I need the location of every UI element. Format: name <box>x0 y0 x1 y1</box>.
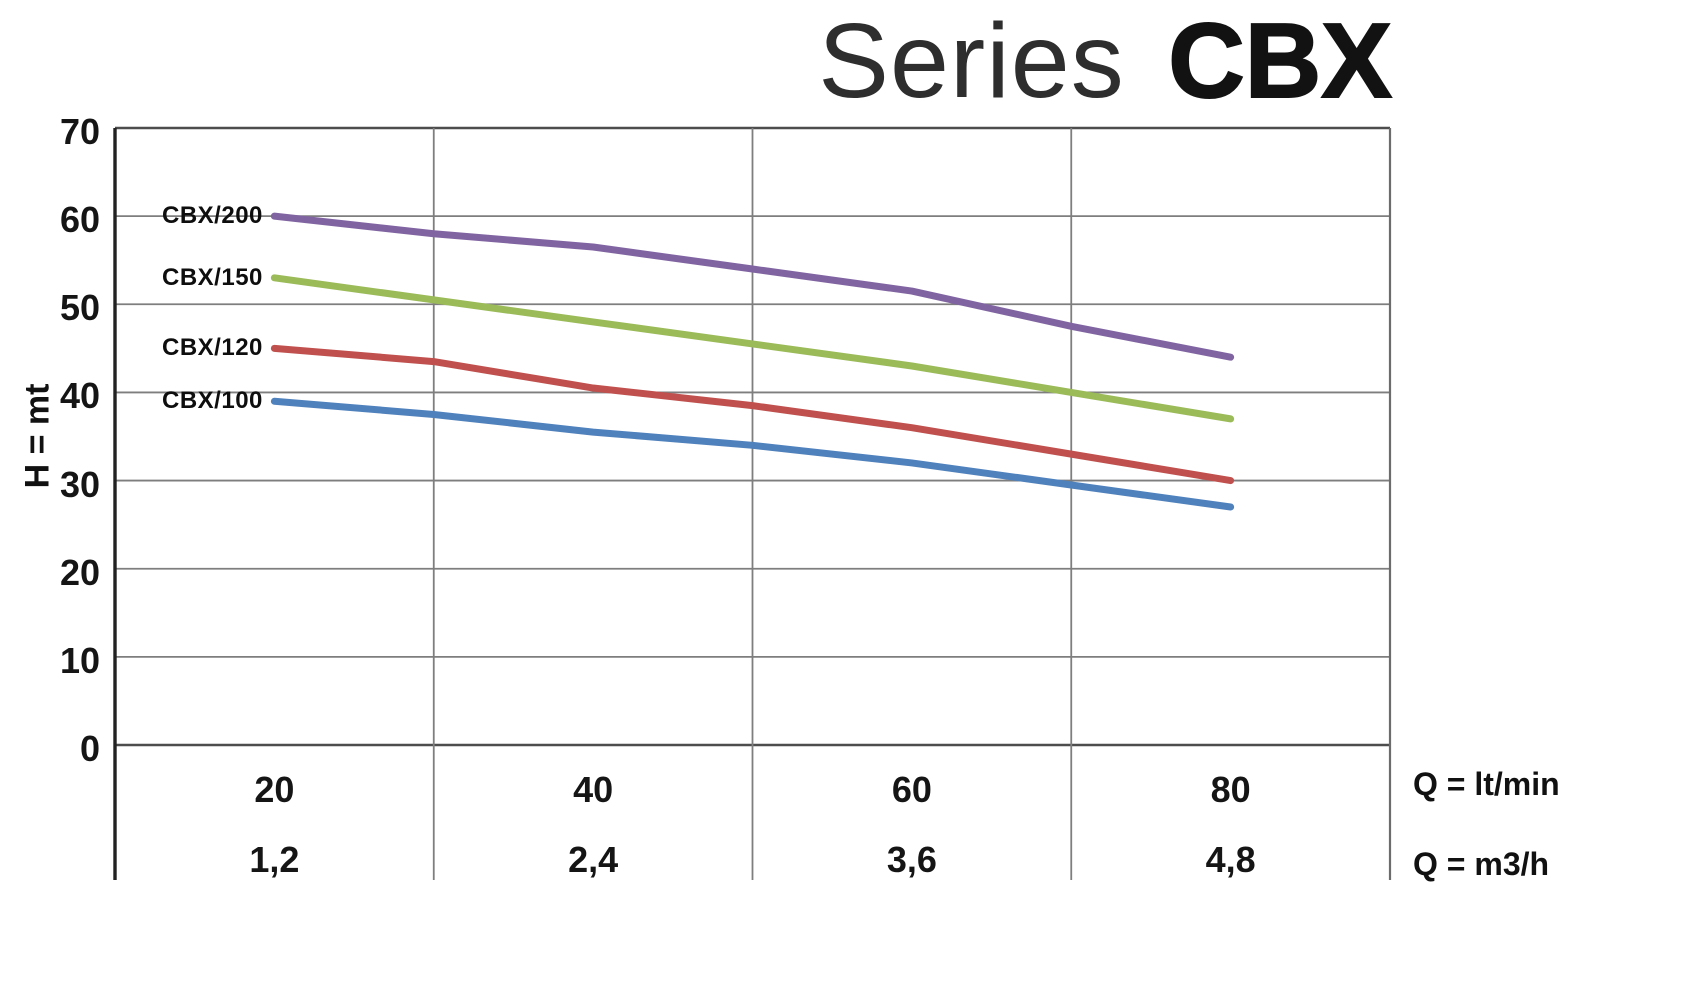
y-tick-30: 30 <box>59 463 100 505</box>
series-line-CBX-150 <box>270 274 1235 423</box>
x-unit-ltmin-label: Q = lt/min <box>1413 766 1560 802</box>
y-tick-60: 60 <box>59 199 100 241</box>
y-tick-0: 0 <box>79 728 100 769</box>
y-tick-40: 40 <box>59 375 100 417</box>
series-label-CBX-100: CBX/100 <box>162 387 263 415</box>
x-tick-ltmin-80: 80 <box>1210 769 1251 810</box>
chart-title: Series CBX <box>0 7 1393 115</box>
series-label-CBX-150: CBX/150 <box>162 263 263 291</box>
x-tick-ltmin-20: 20 <box>254 769 295 810</box>
x-tick-m3h-4-8: 4,8 <box>1205 839 1256 880</box>
y-tick-70: 70 <box>59 111 100 152</box>
series-label-CBX-120: CBX/120 <box>162 334 263 362</box>
x-tick-m3h-1-2: 1,2 <box>249 839 300 880</box>
x-tick-ltmin-60: 60 <box>891 769 932 810</box>
title-cbx-text: CBX <box>1167 2 1393 120</box>
x-tick-m3h-2-4: 2,4 <box>568 839 619 880</box>
title-series-text: Series <box>818 2 1125 120</box>
x-tick-m3h-3-6: 3,6 <box>886 839 937 880</box>
x-unit-m3h-label: Q = m3/h <box>1413 846 1550 882</box>
y-tick-10: 10 <box>59 639 100 681</box>
series-label-CBX-200: CBX/200 <box>162 202 263 230</box>
series-line-CBX-200 <box>270 212 1235 361</box>
y-tick-20: 20 <box>59 551 100 593</box>
series-line-CBX-120 <box>270 344 1235 485</box>
x-tick-ltmin-40: 40 <box>573 769 614 810</box>
y-tick-50: 50 <box>59 287 100 329</box>
series-line-CBX-100 <box>270 397 1235 511</box>
